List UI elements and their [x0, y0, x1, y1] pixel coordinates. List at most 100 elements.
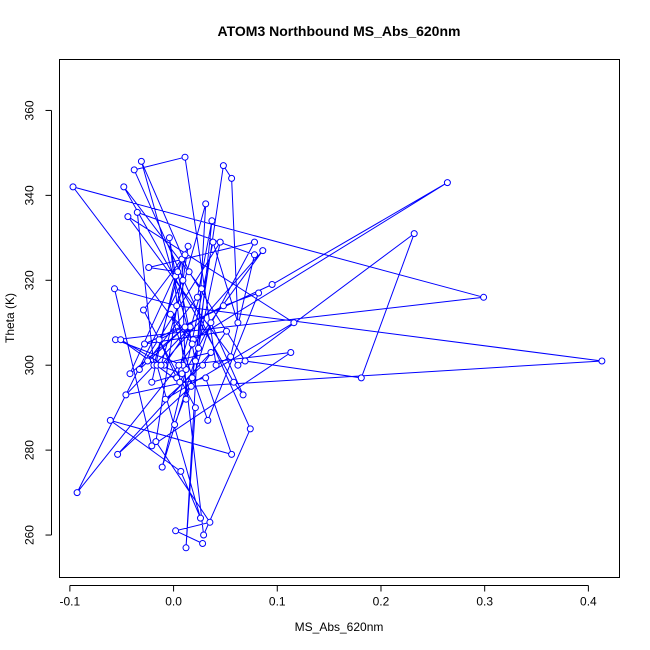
- data-point: [161, 395, 169, 403]
- data-point: [188, 340, 196, 348]
- data-point: [181, 251, 189, 259]
- data-point: [167, 310, 174, 318]
- x-tick-label: 0.4: [580, 595, 597, 609]
- data-point: [185, 268, 193, 276]
- data-point: [179, 276, 187, 284]
- data-point: [182, 544, 190, 552]
- plot-frame: [59, 59, 620, 578]
- data-point: [171, 421, 179, 429]
- data-point: [140, 306, 147, 314]
- data-point: [480, 293, 488, 301]
- data-point: [191, 404, 199, 412]
- data-point: [230, 378, 238, 386]
- series-line: [71, 156, 602, 548]
- x-tick-label: -0.1: [60, 595, 81, 609]
- data-point: [152, 438, 160, 446]
- chart-title: ATOM3 Northbound MS_Abs_620nm: [218, 23, 461, 39]
- data-point: [204, 416, 212, 424]
- data-point: [259, 247, 267, 255]
- data-point: [175, 361, 183, 369]
- data-point: [209, 238, 217, 246]
- data-point: [73, 489, 81, 497]
- data-point: [141, 340, 148, 348]
- data-point: [157, 361, 165, 369]
- data-point: [165, 234, 173, 242]
- x-tick-label: 0.3: [476, 595, 493, 609]
- data-point: [208, 217, 216, 225]
- data-point: [133, 208, 141, 216]
- data-point: [251, 251, 258, 259]
- data-point: [188, 374, 196, 382]
- data-point: [69, 183, 77, 191]
- data-point: [228, 174, 236, 182]
- data-point: [207, 319, 215, 327]
- data-point: [598, 357, 606, 365]
- data-point: [177, 467, 185, 475]
- data-point: [193, 293, 201, 301]
- data-point: [251, 238, 258, 246]
- data-point: [137, 157, 145, 165]
- data-point: [124, 213, 132, 221]
- x-tick-label: 0.0: [165, 595, 182, 609]
- data-point: [148, 378, 156, 386]
- data-point: [130, 166, 138, 174]
- data-point: [206, 518, 214, 526]
- y-tick-label: 360: [23, 100, 37, 120]
- data-point: [234, 319, 242, 327]
- data-point: [178, 370, 186, 378]
- data-point: [126, 370, 134, 378]
- data-point: [443, 179, 451, 187]
- data-point: [181, 153, 189, 161]
- data-point: [241, 357, 249, 365]
- y-tick-label: 320: [23, 270, 37, 290]
- data-point: [173, 302, 181, 310]
- y-tick-label: 300: [23, 355, 37, 375]
- data-point: [198, 285, 206, 293]
- series-lines: [71, 156, 602, 548]
- data-point: [111, 285, 118, 293]
- data-point: [191, 357, 199, 365]
- data-point: [290, 319, 298, 327]
- x-tick-label: 0.2: [373, 595, 390, 609]
- x-tick-label: 0.1: [269, 595, 286, 609]
- data-point: [122, 391, 130, 399]
- data-point: [200, 531, 208, 539]
- data-point: [114, 450, 122, 458]
- data-point: [117, 336, 125, 344]
- data-point: [199, 540, 207, 547]
- data-point: [199, 361, 207, 369]
- y-axis: 260 280 300 320 340 360: [23, 100, 52, 545]
- data-point: [120, 183, 128, 191]
- data-point: [172, 527, 180, 535]
- data-point: [182, 395, 190, 403]
- data-point: [106, 416, 114, 424]
- data-point: [287, 349, 295, 356]
- data-point: [216, 238, 224, 246]
- y-axis-label: Theta (K): [3, 293, 17, 343]
- data-point: [227, 353, 235, 361]
- data-point: [184, 242, 192, 250]
- data-point: [246, 425, 254, 433]
- data-point: [197, 514, 204, 522]
- data-point: [268, 281, 276, 288]
- x-axis-label: MS_Abs_620nm: [295, 620, 384, 634]
- data-point: [174, 268, 182, 276]
- data-point: [145, 264, 153, 271]
- data-point: [219, 162, 227, 170]
- data-point: [223, 327, 230, 335]
- data-point: [239, 391, 247, 399]
- x-axis: -0.1 0.0 0.1 0.2 0.3 0.4: [60, 585, 597, 609]
- data-point: [234, 361, 242, 369]
- data-point: [187, 382, 195, 390]
- data-point: [155, 336, 163, 344]
- data-point: [228, 450, 236, 458]
- data-point: [176, 378, 184, 386]
- y-tick-label: 340: [23, 185, 37, 205]
- data-point: [219, 302, 227, 310]
- data-point: [212, 361, 220, 369]
- series-points: [69, 153, 606, 552]
- data-point: [195, 344, 202, 352]
- data-point: [158, 463, 166, 471]
- data-point: [181, 323, 189, 331]
